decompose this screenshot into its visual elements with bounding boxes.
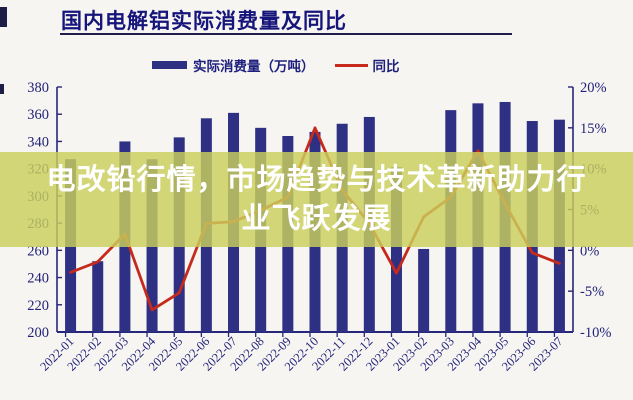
left-tick-label: 380 <box>27 80 49 96</box>
left-tick-label: 360 <box>27 107 49 123</box>
left-tick-label: 200 <box>27 325 49 341</box>
overlay-banner: 电改铅行情，市场趋势与技术革新助力行 业飞跃发展 <box>0 152 633 247</box>
edge-artifact-top <box>0 7 7 27</box>
legend-line-label: 同比 <box>372 59 400 74</box>
left-tick-label: 220 <box>27 298 49 314</box>
overlay-banner-line1: 电改铅行情，市场趋势与技术革新助力行 <box>46 163 587 196</box>
right-tick-label: 15% <box>580 121 607 137</box>
legend-bar-swatch <box>152 61 187 69</box>
left-tick-label: 240 <box>27 271 49 287</box>
overlay-banner-line2: 业飞跃发展 <box>241 202 392 235</box>
chart-legend: 实际消费量（万吨） 同比 <box>152 55 400 75</box>
right-tick-label: -5% <box>580 284 604 300</box>
legend-bar-label: 实际消费量（万吨） <box>193 59 315 74</box>
right-tick-label: -10% <box>580 325 611 341</box>
legend-item-yoy: 同比 <box>334 55 400 75</box>
chart-title: 国内电解铝实际消费量及同比 <box>61 10 347 33</box>
left-tick-label: 260 <box>27 243 49 259</box>
yoy-line <box>69 126 561 312</box>
edge-artifact-left <box>0 84 4 94</box>
left-tick-label: 340 <box>27 134 49 150</box>
legend-line-swatch <box>334 63 368 67</box>
legend-item-consumption: 实际消费量（万吨） <box>152 55 315 75</box>
title-underline <box>60 33 512 35</box>
bar-2023-02 <box>418 248 430 332</box>
right-tick-label: 20% <box>580 80 607 96</box>
bar-2023-01 <box>390 167 402 332</box>
right-tick-label: 0% <box>580 243 599 259</box>
bar-2022-02 <box>92 261 104 332</box>
